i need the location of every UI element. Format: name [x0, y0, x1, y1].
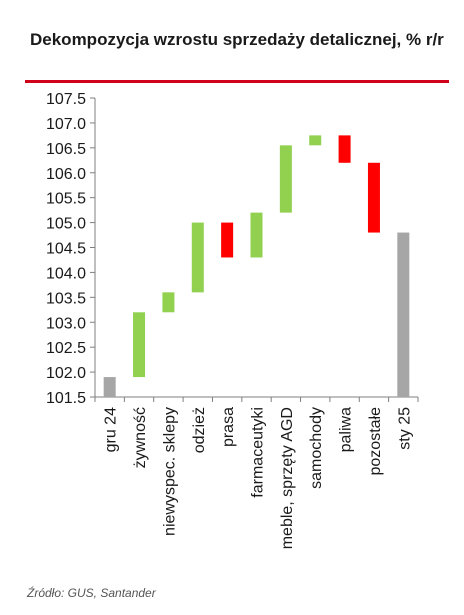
bar-decrease	[367, 162, 380, 233]
bars	[103, 135, 410, 397]
x-tick-labels: gru 24 żywność niewyspec. sklepy odzież pras…	[103, 407, 414, 549]
bar-total	[397, 232, 410, 397]
bar-increase	[191, 222, 204, 293]
x-tick-label: pozostałe	[367, 407, 384, 476]
x-tick-label: paliwa	[338, 407, 355, 452]
y-tick-label: 102.5	[46, 340, 86, 357]
x-tick-label: prasa	[220, 407, 237, 447]
x-tick-label: meble, sprzęty AGD	[279, 407, 296, 549]
y-tick-label: 104.0	[46, 265, 86, 282]
y-tick-label: 103.5	[46, 290, 86, 307]
x-tick-label: żywność	[132, 407, 149, 468]
bar-increase	[162, 292, 175, 313]
bar-decrease	[338, 135, 351, 163]
y-tick-label: 105.0	[46, 216, 86, 233]
bar-increase	[309, 135, 322, 146]
x-tick-label: odzież	[191, 407, 208, 453]
y-tick-label: 107.5	[46, 91, 86, 108]
y-axis: 107.5 107.0 106.5 106.0 105.5 105.0 104.5 104.0…	[46, 91, 96, 407]
y-tick-label: 103.0	[46, 315, 86, 332]
x-axis	[94, 396, 419, 402]
x-tick-label: gru 24	[103, 407, 120, 452]
bar-increase	[279, 145, 292, 213]
bar-increase	[133, 312, 146, 378]
chart-title: Dekompozycja wzrostu sprzedaży detaliczn…	[30, 30, 444, 49]
x-tick-label: sty 25	[396, 407, 413, 450]
bar-increase	[250, 212, 263, 258]
y-tick-label: 104.5	[46, 241, 86, 258]
x-tick-label: samochody	[308, 407, 325, 489]
y-tick-label: 105.5	[46, 191, 86, 208]
x-tick-label: farmaceutyki	[250, 407, 267, 498]
y-tick-label: 106.5	[46, 141, 86, 158]
y-tick-label: 101.5	[46, 390, 86, 407]
title-rule	[25, 80, 449, 83]
bar-total	[103, 377, 116, 397]
y-tick-label: 107.0	[46, 116, 86, 133]
y-tick-label: 106.0	[46, 166, 86, 183]
source-note: Źródło: GUS, Santander	[27, 586, 156, 600]
x-tick-label: niewyspec. sklepy	[161, 407, 178, 536]
y-tick-label: 102.0	[46, 365, 86, 382]
bar-decrease	[221, 222, 234, 258]
